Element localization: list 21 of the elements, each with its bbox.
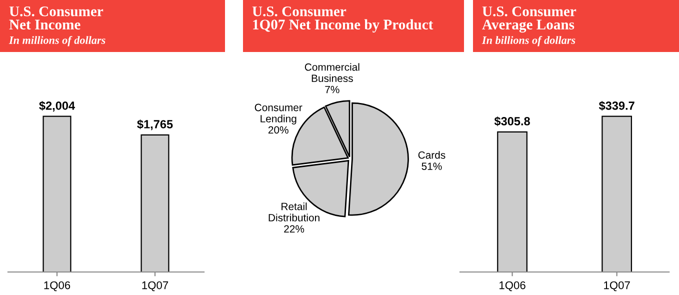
data-label: $339.7 [598, 100, 634, 111]
chart-title: U.S. Consumer Net Income [9, 6, 104, 30]
slice-label: Commercial Business [304, 63, 360, 82]
chart-title: U.S. Consumer Average Loans [482, 6, 576, 33]
chart-title: U.S. Consumer 1Q07 Net Income by Product [252, 6, 434, 32]
x-tick-label: 1Q06 [500, 281, 526, 292]
data-label: $1,765 [137, 120, 173, 130]
slice-label: Retail Distribution [268, 202, 320, 222]
chart-subtitle: In millions of dollars [8, 36, 106, 46]
chart-subtitle: In billions of dollars [482, 36, 576, 46]
data-label: $305.8 [494, 116, 530, 126]
slice-label: Cards [418, 151, 446, 159]
data-label: $2,004 [39, 100, 75, 112]
data-label: 20% [268, 126, 288, 134]
data-label: 51% [422, 162, 442, 170]
slice-label: Consumer Lending [254, 104, 302, 124]
x-tick-label: 1Q07 [142, 281, 168, 292]
x-tick-label: 1Q06 [44, 281, 70, 292]
data-label: 22% [284, 225, 304, 233]
x-tick-label: 1Q07 [604, 281, 630, 292]
data-label: 7% [325, 86, 340, 94]
